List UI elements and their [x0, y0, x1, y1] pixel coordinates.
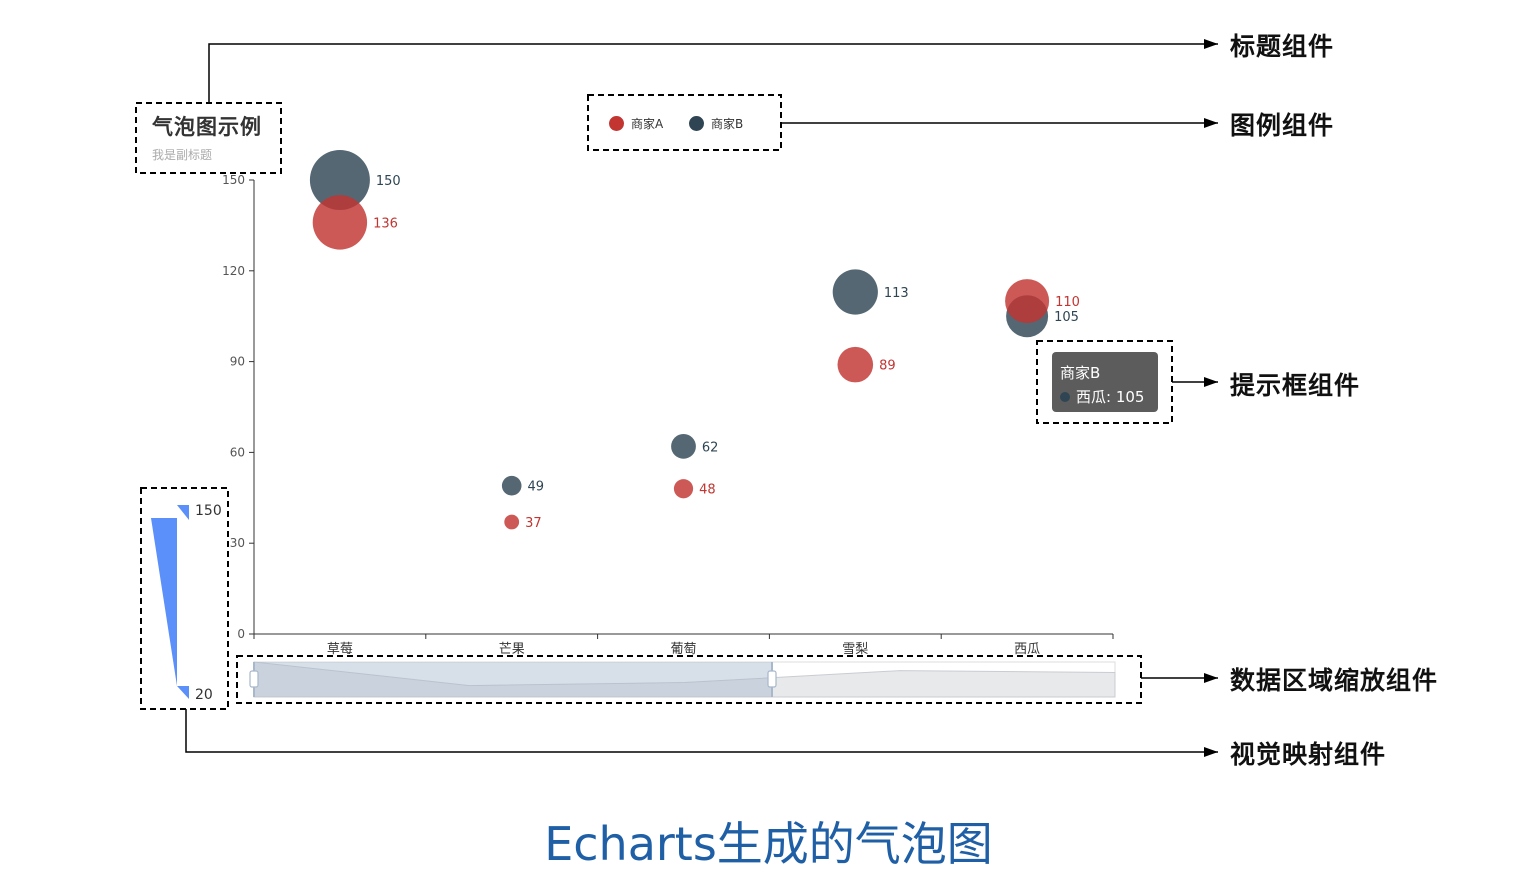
bubble[interactable] — [312, 195, 368, 250]
datazoom-selected-range[interactable] — [254, 662, 772, 697]
legend-b-label: 商家B — [711, 117, 744, 131]
bubble-chart: 0 30 60 90 120 150 草莓 芒果 葡萄 雪梨 西瓜 136 150 37 49 48 62 89 1… — [222, 150, 1114, 657]
visualmap-max-label: 150 — [195, 503, 222, 519]
y-tick-label: 0 — [237, 627, 245, 641]
data-label: 113 — [884, 286, 909, 301]
data-label: 150 — [376, 174, 401, 189]
y-tick-label: 90 — [230, 355, 245, 369]
bubble[interactable] — [671, 433, 696, 459]
callout-datazoom-component: 数据区域缩放组件 — [1230, 666, 1439, 695]
data-label: 62 — [702, 440, 719, 455]
x-tick-label: 西瓜 — [1014, 642, 1040, 657]
callout-tooltip-component: 提示框组件 — [1230, 371, 1361, 400]
tooltip-category: 西瓜 — [1076, 388, 1107, 406]
tooltip-series-name: 商家B — [1060, 364, 1101, 382]
tooltip-row: 西瓜: 105 — [1060, 386, 1144, 407]
visual-map[interactable]: 150 20 — [151, 503, 222, 703]
visualmap-min-label: 20 — [195, 687, 213, 703]
callout-title-component: 标题组件 — [1230, 32, 1335, 61]
data-label: 48 — [699, 483, 716, 498]
y-tick-label: 60 — [230, 445, 245, 459]
visualmap-bar — [151, 518, 177, 686]
bubble[interactable] — [837, 346, 874, 383]
figure-caption: Echarts生成的气泡图 — [544, 817, 993, 871]
visualmap-arrow — [185, 709, 1218, 757]
tooltip-marker — [1060, 391, 1070, 402]
bubble[interactable] — [1005, 279, 1050, 324]
datazoom-handle-grip[interactable] — [767, 670, 777, 688]
callout-visualmap-component: 视觉映射组件 — [1230, 740, 1387, 769]
tooltip-value: 105 — [1115, 387, 1145, 406]
data-label: 136 — [373, 216, 398, 231]
visualmap-frame — [140, 487, 229, 710]
legend-item-a[interactable]: 商家A — [609, 115, 663, 132]
x-tick-label: 葡萄 — [670, 642, 696, 657]
callout-arrows — [185, 39, 1218, 757]
visualmap-handle-top[interactable] — [177, 505, 189, 520]
data-label: 110 — [1055, 295, 1080, 310]
x-tick-label: 芒果 — [499, 641, 525, 657]
x-tick-label: 雪梨 — [842, 642, 868, 657]
y-tick-label: 150 — [222, 173, 245, 187]
datazoom-slider[interactable] — [249, 661, 1116, 698]
tooltip: 商家B 西瓜: 105 — [1052, 352, 1158, 412]
datazoom-handle-grip[interactable] — [249, 670, 259, 688]
tooltip-separator: : — [1106, 387, 1116, 406]
chart-subtitle: 我是副标题 — [152, 148, 213, 162]
bubble[interactable] — [309, 150, 370, 210]
data-label: 49 — [528, 480, 545, 495]
callout-frames — [135, 94, 1173, 710]
data-label: 37 — [525, 516, 542, 531]
data-label: 89 — [879, 359, 896, 374]
y-tick-label: 30 — [230, 536, 245, 550]
legend-item-b[interactable]: 商家B — [689, 115, 743, 132]
legend-a-symbol — [609, 116, 624, 131]
y-tick-label: 120 — [222, 264, 245, 278]
legend-a-label: 商家A — [631, 117, 664, 131]
bubble[interactable] — [832, 269, 878, 315]
legend-b-symbol — [689, 116, 704, 131]
bubble[interactable] — [504, 514, 520, 530]
visualmap-handle-bottom[interactable] — [177, 686, 189, 699]
data-label: 105 — [1054, 310, 1079, 325]
bubble[interactable] — [673, 479, 694, 499]
x-tick-label: 草莓 — [327, 642, 353, 657]
callout-legend-component: 图例组件 — [1230, 111, 1335, 140]
bubble[interactable] — [501, 475, 522, 496]
chart-title: 气泡图示例 — [152, 115, 262, 139]
datazoom-frame — [236, 655, 1142, 704]
datazoom-preview-area — [253, 661, 1116, 698]
title-arrow — [208, 39, 1218, 103]
